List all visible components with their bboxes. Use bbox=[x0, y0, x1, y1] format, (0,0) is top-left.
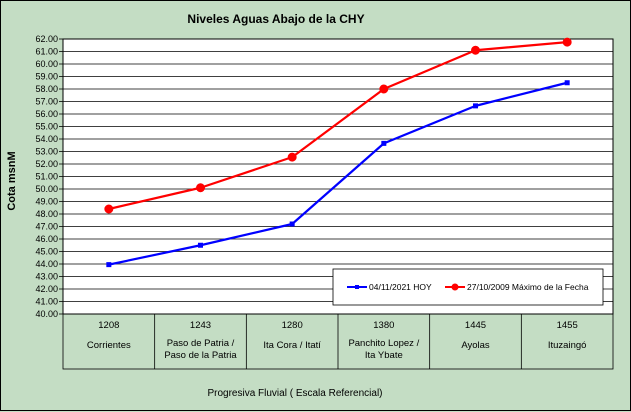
category-table: 1208 Corrientes 1243 Paso de Patria /Paso d… bbox=[62, 313, 614, 370]
legend-marker-0 bbox=[355, 285, 359, 289]
y-tick-label: 54.00 bbox=[35, 134, 58, 144]
y-tick-label: 62.00 bbox=[35, 34, 58, 44]
series-0-point bbox=[381, 140, 387, 146]
series-1-point bbox=[196, 183, 205, 193]
y-tick-label: 59.00 bbox=[35, 72, 58, 82]
y-tick-label: 42.00 bbox=[35, 284, 58, 294]
series-0-point bbox=[198, 242, 203, 248]
y-tick-label: 47.00 bbox=[35, 222, 58, 232]
y-tick-labels: 40.00 41.00 42.00 43.00 44.00 45.00 46.00 47.00… bbox=[35, 34, 58, 319]
legend-label-1: 27/10/2009 Máximo de la Fecha bbox=[467, 282, 589, 292]
y-tick-label: 61.00 bbox=[35, 47, 58, 57]
category-name-label: Ita Ybate bbox=[365, 350, 403, 361]
series-1-point bbox=[471, 45, 480, 55]
series-0-point bbox=[564, 80, 570, 86]
y-tick-label: 50.00 bbox=[35, 184, 58, 194]
series-0-point bbox=[289, 221, 295, 227]
category-km-label: 1208 bbox=[98, 320, 119, 331]
series-1-point bbox=[104, 204, 114, 214]
category-name-label: Paso de Patria / bbox=[167, 338, 235, 349]
category-km-label: 1280 bbox=[282, 320, 303, 331]
category-km-label: 1380 bbox=[373, 320, 394, 331]
y-tick-label: 53.00 bbox=[35, 147, 58, 157]
y-tick-label: 60.00 bbox=[35, 59, 58, 69]
category-name-label: Ituzaingó bbox=[548, 340, 587, 351]
x-axis-title: Progresiva Fluvial ( Escala Referencial) bbox=[207, 388, 382, 399]
series-0-point bbox=[473, 103, 478, 109]
series-1-point bbox=[379, 84, 389, 94]
y-tick-label: 41.00 bbox=[35, 297, 58, 307]
y-tick-label: 40.00 bbox=[35, 309, 58, 319]
category-name-label: Paso de la Patria bbox=[164, 350, 237, 361]
category-name-label: Panchito Lopez / bbox=[348, 338, 419, 349]
series-1-point bbox=[562, 37, 572, 47]
category-km-label: 1243 bbox=[190, 320, 211, 331]
y-tick-label: 44.00 bbox=[35, 259, 58, 269]
legend-marker-1 bbox=[451, 283, 459, 291]
y-tick-label: 51.00 bbox=[35, 172, 58, 182]
y-tick-label: 48.00 bbox=[35, 209, 58, 219]
y-axis-title: Cota msnM bbox=[6, 151, 18, 210]
category-name-label: Corrientes bbox=[87, 340, 131, 351]
legend-box bbox=[332, 268, 604, 306]
y-tick-label: 56.00 bbox=[35, 109, 58, 119]
y-tick-label: 49.00 bbox=[35, 197, 58, 207]
chart-title: Niveles Aguas Abajo de la CHY bbox=[187, 12, 364, 26]
y-tick-label: 55.00 bbox=[35, 122, 58, 132]
y-tick-label: 45.00 bbox=[35, 247, 58, 257]
legend-label-0: 04/11/2021 HOY bbox=[369, 282, 432, 292]
series-line-0 bbox=[108, 81, 568, 266]
y-tick-label: 46.00 bbox=[35, 234, 58, 244]
series bbox=[104, 37, 572, 268]
category-km-label: 1455 bbox=[557, 320, 578, 331]
legend: 04/11/2021 HOY 27/10/2009 Máximo de la Fe… bbox=[332, 268, 604, 306]
series-0-point bbox=[106, 262, 112, 268]
category-name-label: Ita Cora / Itatí bbox=[263, 340, 321, 351]
category-km-label: 1445 bbox=[465, 320, 486, 331]
y-tick-label: 57.00 bbox=[35, 97, 58, 107]
y-tick-label: 52.00 bbox=[35, 159, 58, 169]
y-tick-label: 43.00 bbox=[35, 272, 58, 282]
y-tick-label: 58.00 bbox=[35, 84, 58, 94]
series-line-1 bbox=[108, 41, 568, 211]
category-name-label: Ayolas bbox=[461, 340, 490, 351]
series-1-point bbox=[287, 152, 297, 162]
